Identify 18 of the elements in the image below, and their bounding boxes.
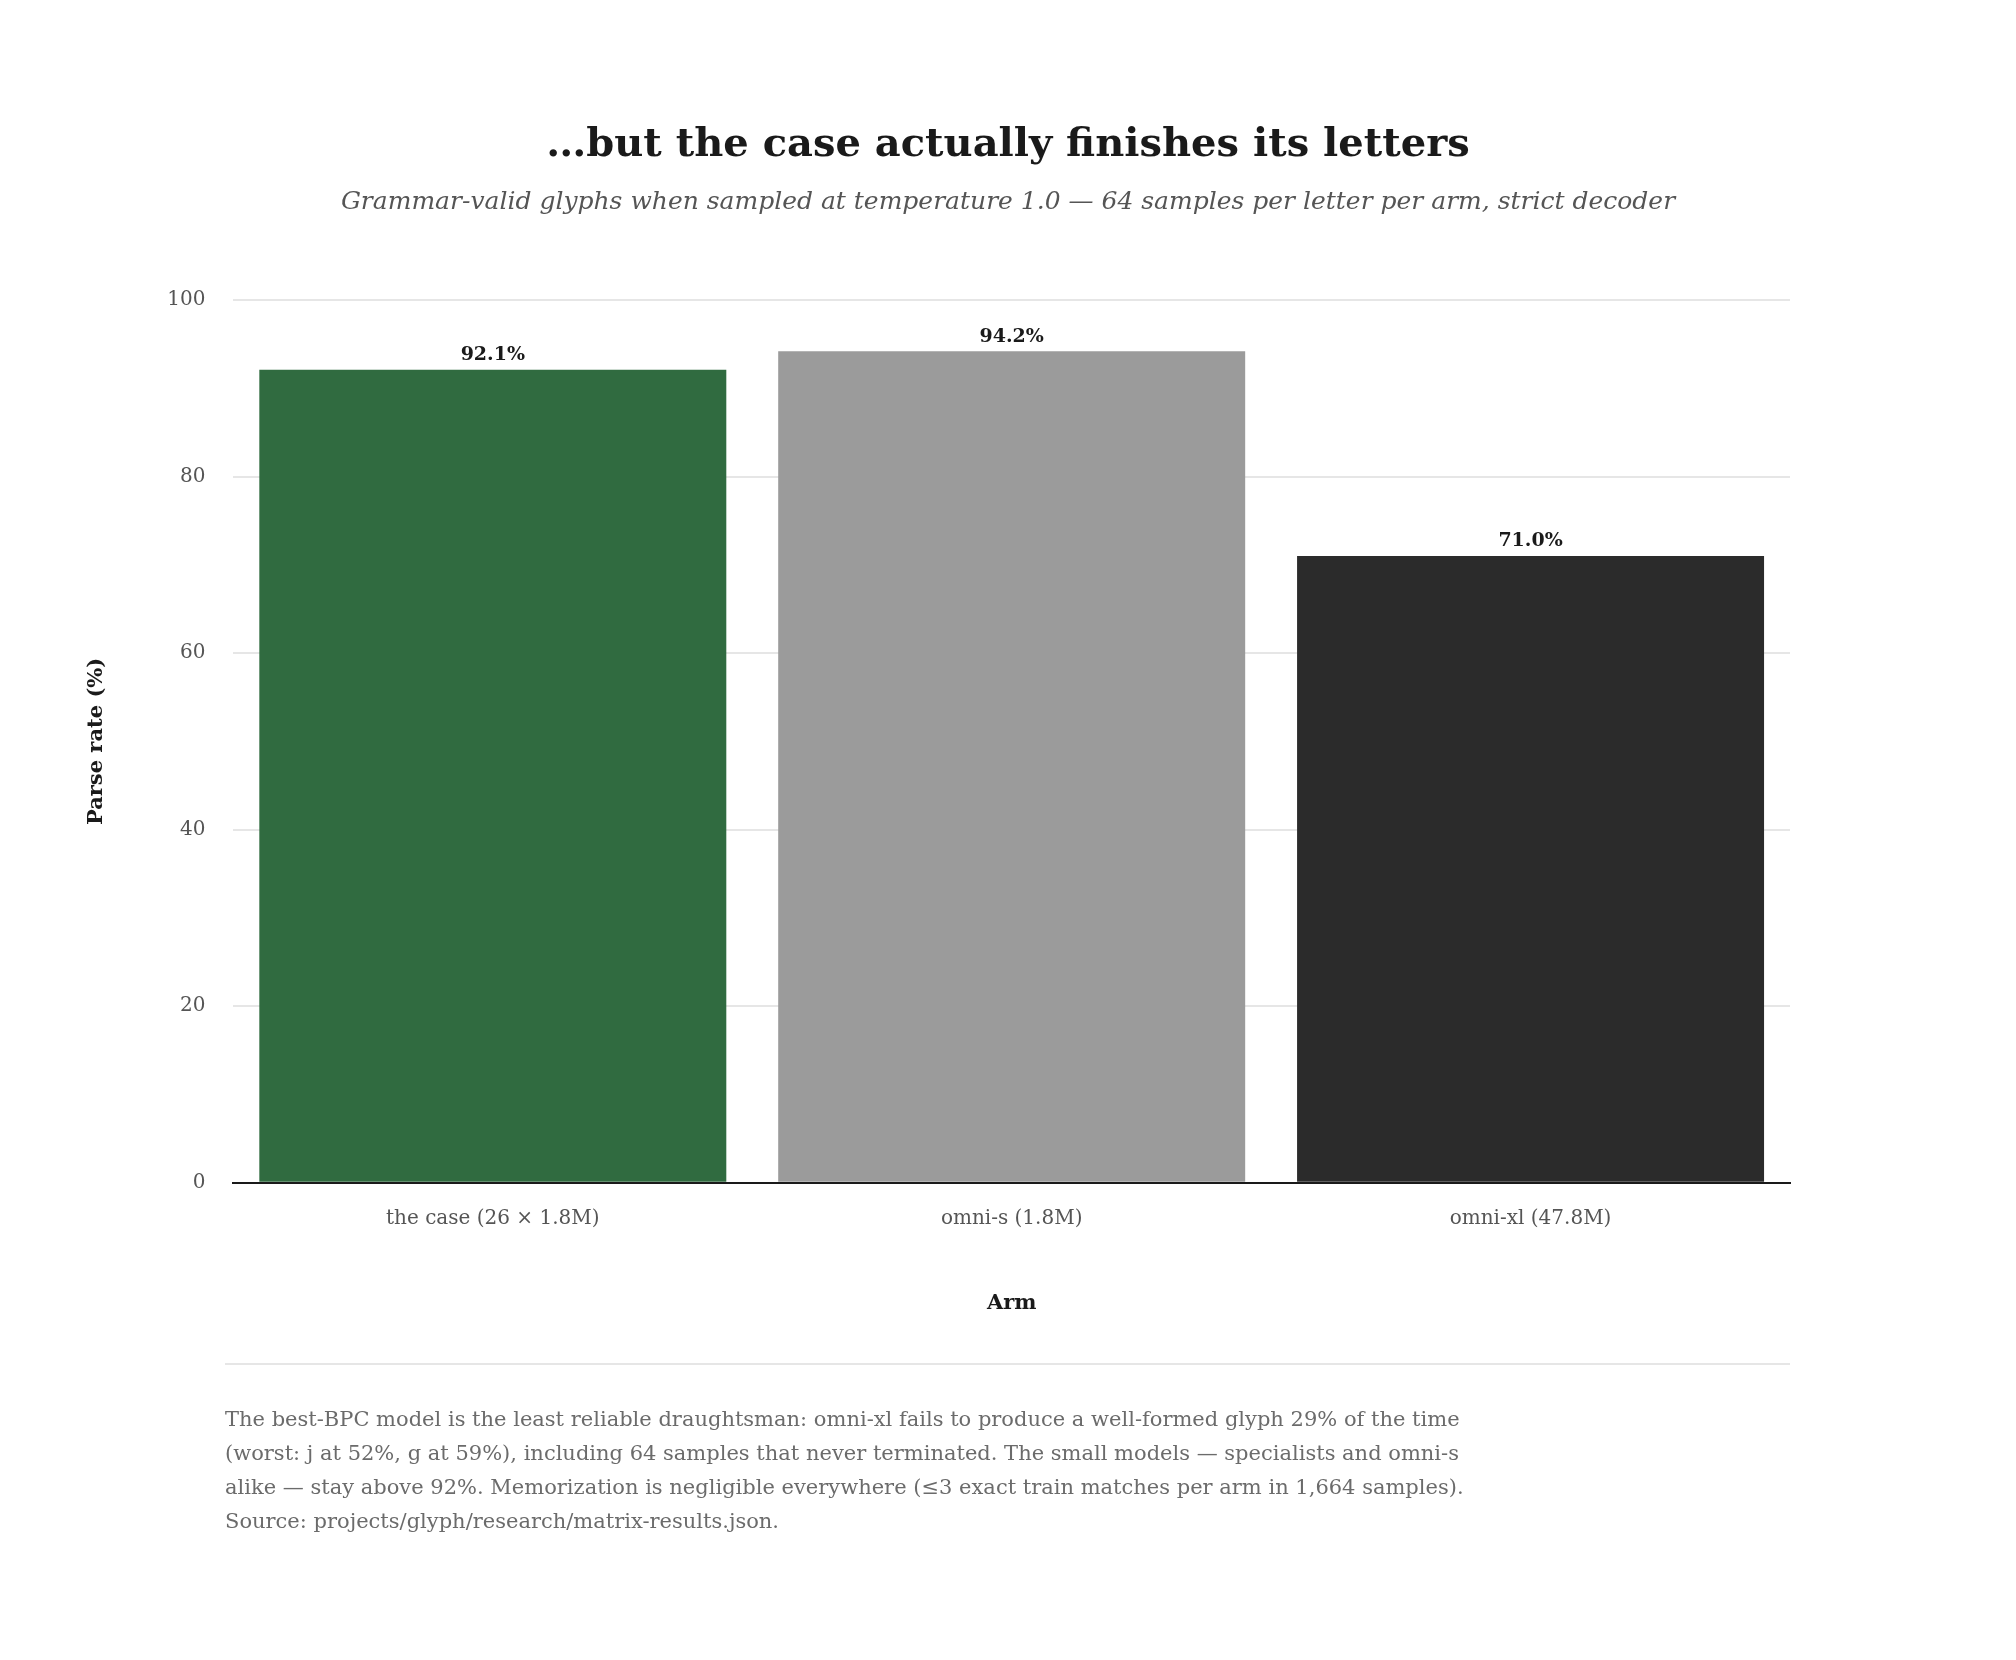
y-tick-label: 40 xyxy=(179,815,206,840)
x-tick-label: omni-s (1.8M) xyxy=(940,1205,1083,1229)
chart-subtitle: Grammar-valid glyphs when sampled at temperature 1.0 — 64 samples per letter per arm, strict decoder xyxy=(339,186,1678,215)
data-label: 71.0% xyxy=(1498,528,1563,551)
x-tick-label: omni-xl (47.8M) xyxy=(1449,1205,1612,1229)
x-axis-title: Arm xyxy=(985,1288,1037,1314)
y-tick-label: 20 xyxy=(179,992,206,1017)
text: The best-BPC model is the least reliable draughtsman: omni-xl fails to produce a well-formed glyph 29% of the time (worst: j at 52%, g at 59%), including 64 samples that never terminated. The small models — specialists and omni-s alike — stay above 92%. Memorization is negligible everywhere (≤3 exact train matches per arm in 1,664 samples). xyxy=(225,1406,1465,1501)
y-tick-label: 100 xyxy=(167,286,206,311)
y-axis-title: Parse rate (%) xyxy=(82,657,108,826)
y-tick-label: 60 xyxy=(179,639,206,664)
y-tick-label: 0 xyxy=(192,1169,206,1193)
data-label: 94.2% xyxy=(979,323,1044,346)
y-tick-label: 80 xyxy=(179,462,206,487)
data-label: 92.1% xyxy=(460,342,525,365)
source-note: Source: projects/glyph/research/matrix-results.json. xyxy=(225,1508,780,1535)
x-tick-label: the case (26 × 1.8M) xyxy=(386,1205,600,1229)
chart-title: …but the case actually finishes its letters xyxy=(545,118,1471,165)
